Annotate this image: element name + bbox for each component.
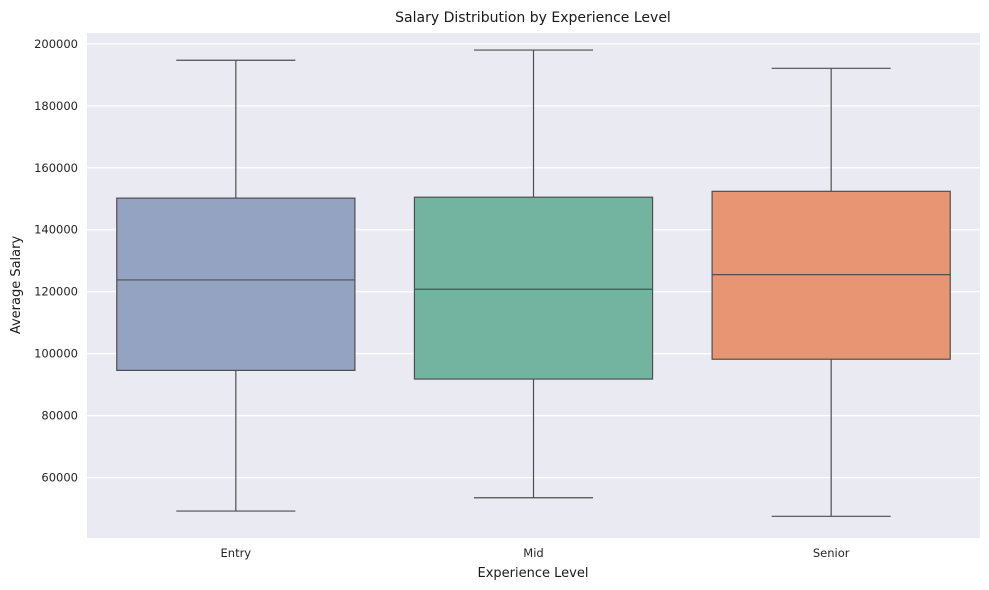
box-mid [413, 49, 654, 499]
iqr-box [711, 190, 951, 360]
x-tick-labels: Entry Mid Senior [221, 546, 850, 560]
iqr-box [413, 196, 654, 380]
box-entry [116, 59, 356, 512]
boxes-layer [116, 49, 951, 517]
y-tick-label: 100000 [34, 347, 78, 361]
chart-title: Salary Distribution by Experience Level [395, 10, 671, 26]
y-tick-label: 200000 [34, 37, 78, 51]
y-tick-label: 120000 [34, 285, 78, 299]
y-tick-label: 140000 [34, 223, 78, 237]
x-tick-label: Mid [523, 546, 543, 560]
y-axis-label: Average Salary [9, 236, 24, 335]
y-tick-label: 60000 [41, 471, 78, 485]
x-tick-label: Senior [813, 546, 850, 560]
iqr-box [116, 197, 356, 371]
x-axis-label: Experience Level [478, 566, 589, 581]
y-tick-labels: 60000 80000 100000 120000 140000 160000 180000… [34, 37, 78, 485]
y-tick-label: 180000 [34, 99, 78, 113]
y-tick-label: 160000 [34, 161, 78, 175]
y-tick-label: 80000 [41, 409, 78, 423]
x-tick-label: Entry [221, 546, 252, 560]
box-senior [711, 67, 951, 517]
